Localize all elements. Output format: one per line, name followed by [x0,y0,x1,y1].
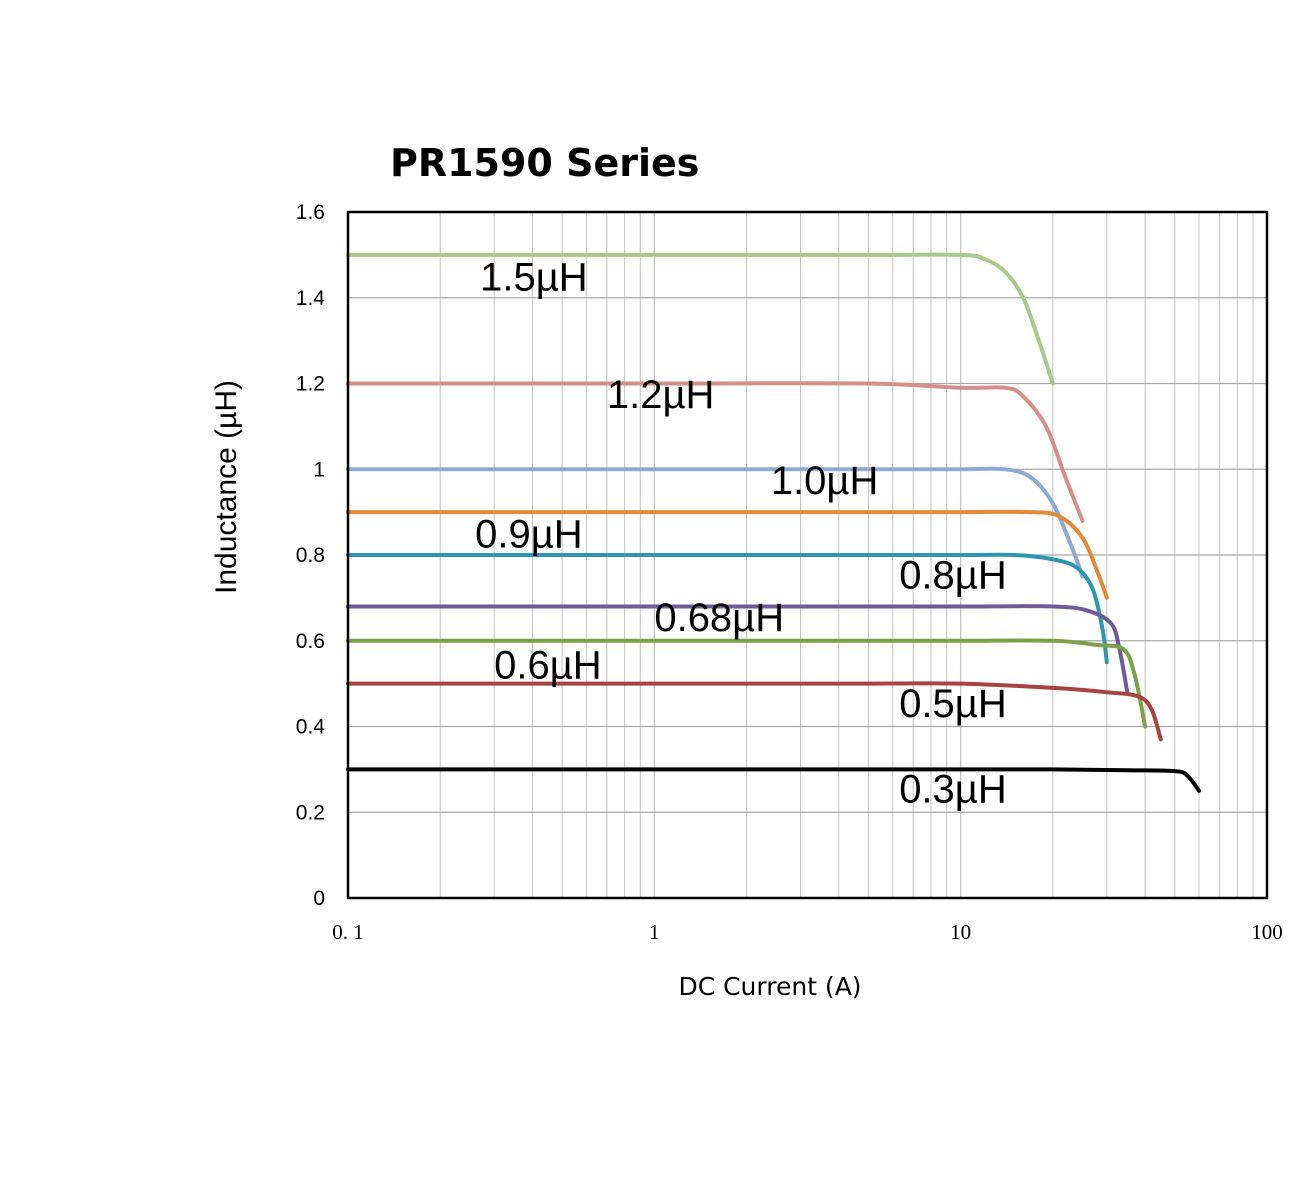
series-label: 0.9µH [475,513,583,557]
series-label: 1.5µH [480,255,588,299]
x-tick-label: 1 [649,920,660,944]
y-tick-label: 1.4 [296,287,326,310]
chart-title: PR1590 Series [390,141,699,185]
y-axis-label: Inductance (µH) [210,380,243,594]
series-label: 1.0µH [771,459,879,503]
y-tick-label: 1 [313,458,325,481]
y-tick-label: 0.4 [296,716,326,739]
series-line-5 [346,604,1130,695]
series-line-8 [346,767,1201,793]
series-line-4 [346,552,1109,665]
series-label: 0.68µH [654,596,784,640]
series-line-6 [346,638,1148,729]
series-label: 1.2µH [607,373,715,417]
y-tick-labels: 0 0.2 0.4 0.6 0.8 1 1.2 1.4 1.6 [296,201,326,910]
plot-frame [346,210,1269,900]
y-tick-label: 0.6 [296,630,325,653]
series-line-1 [346,381,1085,523]
y-tick-label: 0.2 [296,801,325,824]
x-tick-labels: 0. 1 1 10 100 [332,920,1283,944]
series-labels: 1.5µH 1.2µH 1.0µH 0.9µH 0.8µH 0.68µH 0.6µH 0.5µ… [475,255,1007,811]
x-tick-label: 0. 1 [332,920,364,944]
series-line-7 [346,681,1163,742]
x-tick-label: 100 [1251,920,1283,944]
series-line-3 [346,509,1109,600]
series-label: 0.8µH [899,553,1007,597]
series-label: 0.5µH [899,682,1007,726]
y-tick-label: 0.8 [296,544,325,567]
y-tick-label: 1.2 [296,373,325,396]
x-axis-label: DC Current (A) [678,972,861,1001]
x-tick-label: 10 [950,920,971,944]
series-label: 0.6µH [494,643,602,687]
y-tick-label: 1.6 [296,201,325,224]
series-line-0 [346,252,1055,386]
series-label: 0.3µH [899,768,1007,812]
y-tick-label: 0 [313,887,325,910]
series-lines [346,252,1201,793]
